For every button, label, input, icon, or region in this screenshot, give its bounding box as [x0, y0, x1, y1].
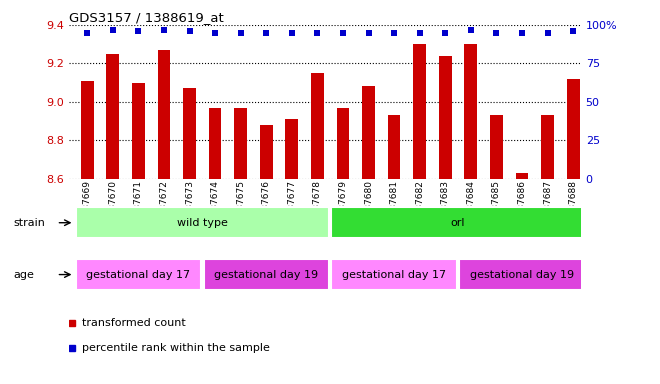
- Point: [82, 30, 92, 36]
- Bar: [490, 115, 503, 179]
- Text: wild type: wild type: [177, 218, 228, 228]
- Text: transformed count: transformed count: [82, 318, 186, 328]
- Bar: [158, 50, 170, 179]
- Bar: [106, 54, 119, 179]
- Bar: [81, 81, 94, 179]
- Bar: [234, 108, 247, 179]
- Text: GDS3157 / 1388619_at: GDS3157 / 1388619_at: [69, 11, 224, 24]
- FancyBboxPatch shape: [331, 207, 585, 238]
- Text: gestational day 19: gestational day 19: [470, 270, 574, 280]
- Point: [440, 30, 451, 36]
- Point: [543, 30, 553, 36]
- Point: [261, 30, 271, 36]
- Point: [465, 26, 476, 33]
- Point: [568, 28, 578, 34]
- Bar: [362, 86, 375, 179]
- FancyBboxPatch shape: [203, 259, 329, 290]
- Bar: [567, 79, 579, 179]
- Text: gestational day 17: gestational day 17: [342, 270, 446, 280]
- Point: [158, 26, 169, 33]
- FancyBboxPatch shape: [331, 259, 457, 290]
- Point: [184, 28, 195, 34]
- Point: [363, 30, 374, 36]
- Text: strain: strain: [13, 218, 45, 228]
- Bar: [439, 56, 451, 179]
- Bar: [387, 115, 401, 179]
- Bar: [285, 119, 298, 179]
- Bar: [132, 83, 145, 179]
- Point: [414, 30, 425, 36]
- Point: [491, 30, 502, 36]
- Bar: [541, 115, 554, 179]
- Bar: [337, 108, 349, 179]
- Bar: [465, 44, 477, 179]
- Text: gestational day 19: gestational day 19: [214, 270, 318, 280]
- Text: percentile rank within the sample: percentile rank within the sample: [82, 343, 270, 353]
- FancyBboxPatch shape: [459, 259, 585, 290]
- Bar: [260, 125, 273, 179]
- Bar: [413, 44, 426, 179]
- Point: [210, 30, 220, 36]
- Point: [133, 28, 144, 34]
- Text: orl: orl: [451, 218, 465, 228]
- Point: [236, 30, 246, 36]
- Point: [108, 26, 118, 33]
- Point: [338, 30, 348, 36]
- Text: gestational day 17: gestational day 17: [86, 270, 191, 280]
- Text: age: age: [13, 270, 34, 280]
- Bar: [515, 173, 529, 179]
- FancyBboxPatch shape: [76, 207, 329, 238]
- Point: [517, 30, 527, 36]
- Point: [389, 30, 399, 36]
- FancyBboxPatch shape: [76, 259, 201, 290]
- Bar: [183, 88, 196, 179]
- Bar: [311, 73, 324, 179]
- Bar: [209, 108, 222, 179]
- Point: [286, 30, 297, 36]
- Point: [312, 30, 323, 36]
